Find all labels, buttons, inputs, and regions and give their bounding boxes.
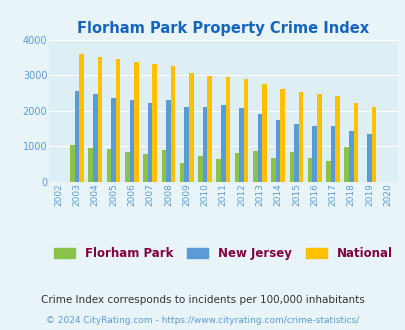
Bar <box>79 54 84 182</box>
Bar <box>325 161 330 182</box>
Bar <box>275 120 280 182</box>
Bar <box>239 108 243 182</box>
Bar <box>166 100 171 182</box>
Bar <box>97 57 102 182</box>
Bar <box>184 107 189 182</box>
Bar <box>262 83 266 182</box>
Bar <box>147 103 152 182</box>
Legend: Florham Park, New Jersey, National: Florham Park, New Jersey, National <box>48 241 398 266</box>
Bar <box>125 152 129 182</box>
Bar <box>189 73 193 182</box>
Bar <box>257 114 262 182</box>
Bar <box>293 124 298 182</box>
Bar <box>252 151 257 182</box>
Bar <box>202 107 207 182</box>
Bar <box>330 126 335 182</box>
Text: © 2024 CityRating.com - https://www.cityrating.com/crime-statistics/: © 2024 CityRating.com - https://www.city… <box>46 316 359 325</box>
Bar <box>111 98 115 182</box>
Bar <box>353 104 357 182</box>
Bar <box>161 150 166 182</box>
Bar <box>367 134 371 182</box>
Bar <box>75 91 79 182</box>
Bar <box>115 59 120 182</box>
Bar <box>307 158 312 182</box>
Bar <box>143 154 147 182</box>
Bar <box>280 89 284 182</box>
Bar <box>134 62 139 182</box>
Bar <box>152 64 157 182</box>
Title: Florham Park Property Crime Index: Florham Park Property Crime Index <box>77 21 369 36</box>
Bar <box>198 156 202 182</box>
Bar <box>225 77 230 182</box>
Bar <box>316 94 321 182</box>
Bar <box>107 149 111 182</box>
Bar <box>371 107 375 182</box>
Bar <box>335 96 339 182</box>
Bar <box>93 94 97 182</box>
Bar <box>234 153 239 182</box>
Bar <box>179 163 184 182</box>
Bar <box>271 158 275 182</box>
Bar <box>70 145 75 182</box>
Bar <box>129 100 134 182</box>
Bar <box>343 147 348 182</box>
Bar <box>348 131 353 182</box>
Bar <box>298 92 303 182</box>
Bar <box>312 126 316 182</box>
Bar <box>88 148 93 182</box>
Bar <box>171 66 175 182</box>
Bar <box>289 152 293 182</box>
Text: Crime Index corresponds to incidents per 100,000 inhabitants: Crime Index corresponds to incidents per… <box>41 295 364 305</box>
Bar <box>220 105 225 182</box>
Bar <box>243 79 248 182</box>
Bar <box>207 77 211 182</box>
Bar <box>216 159 220 182</box>
